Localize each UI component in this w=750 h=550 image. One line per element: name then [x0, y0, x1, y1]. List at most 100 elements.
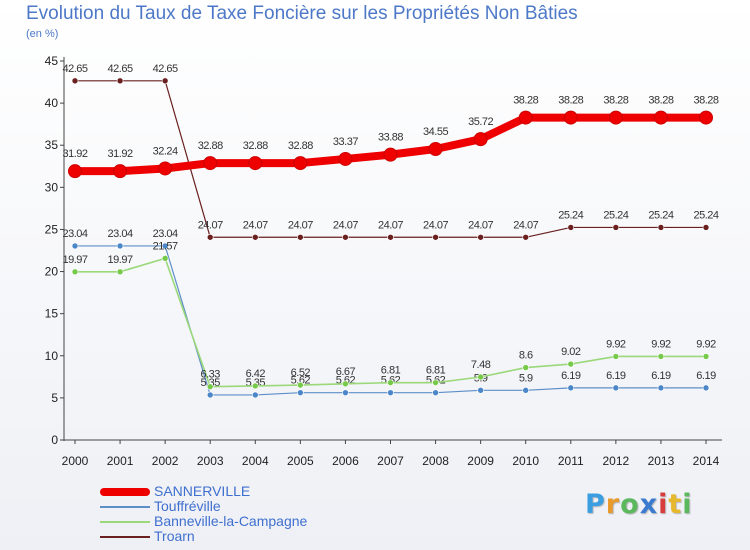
data-label-banneville-la-campagne-2009: 7.48 [471, 359, 491, 371]
data-label-touffr-ville-2002: 23.04 [153, 228, 178, 240]
x-tick-label-2003: 2003 [197, 454, 224, 468]
data-label-troarn-2010: 24.07 [513, 219, 538, 231]
data-point-troarn-2007 [387, 233, 394, 241]
data-point-banneville-la-campagne-2010 [522, 364, 530, 371]
x-tick-label-2010: 2010 [512, 454, 539, 468]
logo-letter: o [620, 489, 640, 520]
y-tick-label-40: 40 [45, 96, 59, 110]
data-point-sannerville-2010 [518, 110, 533, 125]
data-point-sannerville-2008 [428, 142, 443, 157]
x-tick-label-2013: 2013 [648, 454, 675, 468]
data-label-sannerville-2003: 32.88 [198, 140, 223, 152]
data-point-touffr-ville-2010 [522, 387, 530, 394]
data-label-troarn-2004: 24.07 [243, 219, 268, 231]
data-label-troarn-2011: 25.24 [558, 209, 583, 221]
logo-letter: i [682, 489, 693, 520]
y-tick-label-5: 5 [51, 391, 58, 405]
data-point-troarn-2010 [522, 233, 530, 241]
data-point-sannerville-2000 [68, 164, 82, 179]
data-label-troarn-2008: 24.07 [423, 219, 448, 231]
data-label-touffr-ville-2013: 6.19 [651, 370, 671, 382]
y-tick-label-10: 10 [45, 349, 59, 363]
data-label-banneville-la-campagne-2012: 9.92 [606, 338, 626, 350]
data-point-troarn-2000 [71, 77, 79, 85]
data-label-sannerville-2000: 31.92 [62, 148, 87, 160]
data-point-sannerville-2006 [338, 151, 353, 166]
chart-unit-label: (en %) [26, 28, 59, 40]
logo-letter: r [605, 489, 621, 520]
x-tick-label-2012: 2012 [603, 454, 630, 468]
data-label-touffr-ville-2014: 6.19 [696, 370, 716, 382]
data-point-sannerville-2003 [203, 156, 218, 171]
data-point-touffr-ville-2001 [116, 242, 124, 250]
data-point-sannerville-2014 [699, 110, 713, 125]
data-label-troarn-2013: 25.24 [648, 209, 673, 221]
data-point-troarn-2002 [161, 77, 169, 85]
data-label-banneville-la-campagne-2010: 8.6 [519, 350, 533, 362]
logo-letter: x [639, 489, 659, 520]
data-label-touffr-ville-2012: 6.19 [606, 370, 626, 382]
data-point-touffr-ville-2002 [161, 242, 169, 250]
data-label-troarn-2007: 24.07 [378, 219, 403, 231]
data-point-banneville-la-campagne-2007 [387, 379, 394, 386]
data-label-sannerville-2010: 38.28 [513, 95, 538, 107]
data-label-banneville-la-campagne-2014: 9.92 [696, 338, 716, 350]
data-point-banneville-la-campagne-2001 [116, 268, 124, 276]
data-point-banneville-la-campagne-2008 [432, 379, 439, 386]
data-label-touffr-ville-2001: 23.04 [108, 228, 133, 240]
data-point-banneville-la-campagne-2013 [657, 353, 665, 360]
data-label-sannerville-2013: 38.28 [648, 95, 673, 107]
data-point-troarn-2012 [612, 224, 620, 231]
data-point-sannerville-2009 [473, 132, 488, 147]
data-point-troarn-2008 [432, 233, 439, 241]
x-tick-label-2005: 2005 [287, 454, 314, 468]
data-label-touffr-ville-2000: 23.04 [62, 228, 87, 240]
data-label-troarn-2005: 24.07 [288, 219, 313, 231]
data-point-troarn-2011 [567, 224, 575, 231]
data-label-sannerville-2009: 35.72 [468, 116, 493, 128]
data-point-troarn-2014 [702, 224, 710, 231]
data-point-troarn-2005 [297, 233, 304, 241]
data-point-sannerville-2007 [383, 147, 398, 162]
data-label-sannerville-2001: 31.92 [108, 148, 133, 160]
data-label-banneville-la-campagne-2011: 9.02 [561, 346, 581, 358]
data-label-banneville-la-campagne-2000: 19.97 [62, 254, 87, 266]
data-label-banneville-la-campagne-2006: 6.67 [336, 366, 356, 378]
y-tick-label-45: 45 [45, 54, 59, 68]
legend-label-touffreville: Touffréville [154, 498, 221, 514]
legend-label-sannerville: SANNERVILLE [154, 483, 251, 499]
data-point-sannerville-2011 [563, 110, 578, 125]
data-label-banneville-la-campagne-2005: 6.52 [291, 367, 311, 379]
data-point-banneville-la-campagne-2003 [206, 383, 214, 390]
data-point-sannerville-2005 [293, 156, 308, 171]
data-point-banneville-la-campagne-2002 [161, 255, 169, 262]
data-label-sannerville-2007: 33.88 [378, 132, 403, 144]
data-point-touffr-ville-2012 [612, 384, 620, 392]
data-label-troarn-2001: 42.65 [108, 63, 133, 75]
data-label-banneville-la-campagne-2007: 6.81 [381, 365, 401, 377]
data-point-touffr-ville-2013 [657, 384, 665, 392]
data-point-sannerville-2012 [608, 110, 623, 125]
x-tick-label-2001: 2001 [107, 454, 134, 468]
legend-label-banneville: Banneville-la-Campagne [154, 513, 308, 529]
data-point-troarn-2013 [657, 224, 665, 231]
data-label-troarn-2014: 25.24 [693, 209, 718, 221]
y-tick-label-25: 25 [45, 222, 59, 236]
data-point-touffr-ville-2005 [297, 389, 304, 396]
data-label-sannerville-2011: 38.28 [558, 95, 583, 107]
x-tick-label-2009: 2009 [467, 454, 494, 468]
data-point-sannerville-2002 [158, 161, 173, 176]
x-tick-label-2014: 2014 [693, 454, 720, 468]
data-point-troarn-2001 [116, 77, 124, 85]
data-point-banneville-la-campagne-2006 [342, 380, 349, 388]
data-point-touffr-ville-2000 [71, 242, 79, 250]
data-label-troarn-2012: 25.24 [603, 209, 628, 221]
data-point-banneville-la-campagne-2005 [297, 381, 304, 389]
data-point-troarn-2009 [477, 233, 484, 241]
data-point-troarn-2003 [206, 233, 214, 241]
legend-swatch-sannerville [100, 488, 150, 496]
data-label-sannerville-2006: 33.37 [333, 136, 358, 148]
chart-title: Evolution du Taux de Taxe Foncière sur l… [26, 3, 578, 24]
data-point-banneville-la-campagne-2009 [477, 373, 484, 381]
